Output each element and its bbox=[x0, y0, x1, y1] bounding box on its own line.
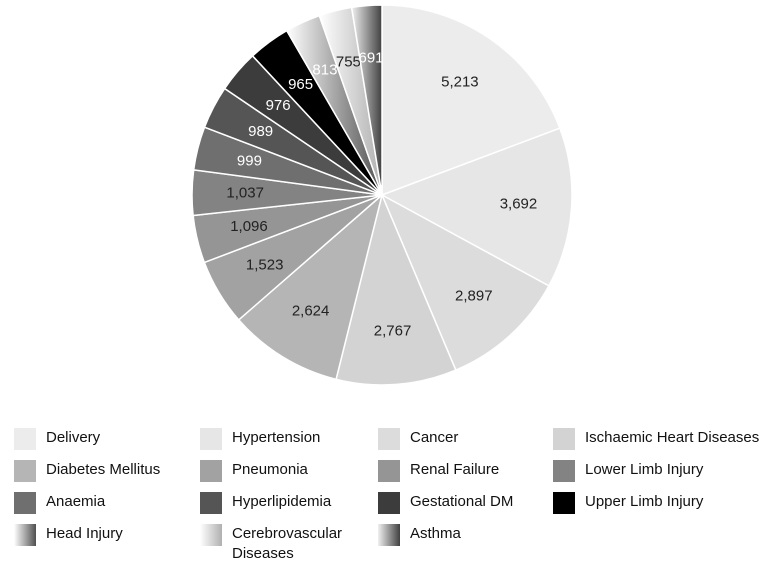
legend-item: Asthma bbox=[378, 524, 550, 546]
legend-label: Cancer bbox=[410, 429, 459, 446]
legend-swatch bbox=[378, 428, 400, 450]
data-label: 3,692 bbox=[500, 195, 538, 212]
legend-item: Hyperlipidemia bbox=[200, 492, 372, 514]
data-label: 965 bbox=[288, 76, 313, 93]
legend-label: Cerebrovascular Diseases bbox=[232, 525, 343, 562]
data-label: 1,523 bbox=[246, 256, 284, 273]
legend-item: Diabetes Mellitus bbox=[14, 460, 186, 482]
legend-swatch bbox=[14, 492, 36, 514]
data-label: 999 bbox=[237, 152, 262, 169]
legend-swatch bbox=[553, 492, 575, 514]
legend-swatch bbox=[14, 460, 36, 482]
legend-label: Diabetes Mellitus bbox=[46, 461, 161, 478]
legend-label: Renal Failure bbox=[410, 461, 500, 478]
legend-swatch bbox=[378, 492, 400, 514]
legend-label: Ischaemic Heart Diseases bbox=[585, 429, 760, 446]
data-label: 2,624 bbox=[292, 303, 330, 320]
data-label: 2,897 bbox=[455, 287, 493, 304]
legend-label: Hypertension bbox=[232, 429, 321, 446]
legend-label: Asthma bbox=[410, 525, 461, 542]
legend-label: Upper Limb Injury bbox=[585, 493, 704, 510]
legend-item: Cerebrovascular Diseases bbox=[200, 524, 372, 564]
pie-slice bbox=[335, 192, 457, 386]
data-label: 976 bbox=[266, 97, 291, 114]
data-label: 2,767 bbox=[374, 322, 412, 339]
legend-swatch bbox=[378, 524, 400, 546]
data-label: 1,037 bbox=[226, 184, 264, 201]
legend-swatch bbox=[14, 524, 36, 546]
legend-item: Upper Limb Injury bbox=[553, 492, 778, 514]
legend-swatch bbox=[14, 428, 36, 450]
legend-swatch bbox=[378, 460, 400, 482]
legend-swatch bbox=[553, 460, 575, 482]
legend-item: Delivery bbox=[14, 428, 186, 450]
pie-slice bbox=[380, 127, 573, 287]
legend-item: Renal Failure bbox=[378, 460, 550, 482]
legend-label: Lower Limb Injury bbox=[585, 461, 704, 478]
pie-slice bbox=[380, 193, 550, 372]
pie-area: 5,213 3,692 2,897 2,767 2,624 1,523 1,096 1,037… bbox=[191, 4, 573, 386]
legend-label: Pneumonia bbox=[232, 461, 308, 478]
legend-label: Anaemia bbox=[46, 493, 106, 510]
legend-item: Pneumonia bbox=[200, 460, 372, 482]
legend-label: Delivery bbox=[46, 429, 101, 446]
data-label: 5,213 bbox=[441, 74, 479, 91]
legend-label: Hyperlipidemia bbox=[232, 493, 332, 510]
legend-swatch bbox=[553, 428, 575, 450]
data-label: 691 bbox=[359, 50, 384, 67]
pie-slice bbox=[237, 192, 384, 381]
legend-item: Gestational DM bbox=[378, 492, 550, 514]
legend-label: Head Injury bbox=[46, 525, 123, 542]
pie-slice bbox=[350, 4, 383, 196]
legend-swatch bbox=[200, 492, 222, 514]
legend-item: Hypertension bbox=[200, 428, 372, 450]
legend-swatch bbox=[200, 428, 222, 450]
data-label: 989 bbox=[248, 123, 273, 140]
legend-item: Lower Limb Injury bbox=[553, 460, 778, 482]
legend-swatch bbox=[200, 460, 222, 482]
pie-slice bbox=[381, 4, 561, 197]
data-label: 813 bbox=[312, 62, 337, 79]
legend-label: Gestational DM bbox=[410, 493, 514, 510]
legend-item: Cancer bbox=[378, 428, 550, 450]
data-label: 755 bbox=[336, 53, 361, 70]
legend-item: Ischaemic Heart Diseases bbox=[553, 428, 778, 450]
legend-swatch bbox=[200, 524, 222, 546]
legend-item: Head Injury bbox=[14, 524, 186, 546]
legend-item: Anaemia bbox=[14, 492, 186, 514]
data-label: 1,096 bbox=[230, 218, 268, 235]
